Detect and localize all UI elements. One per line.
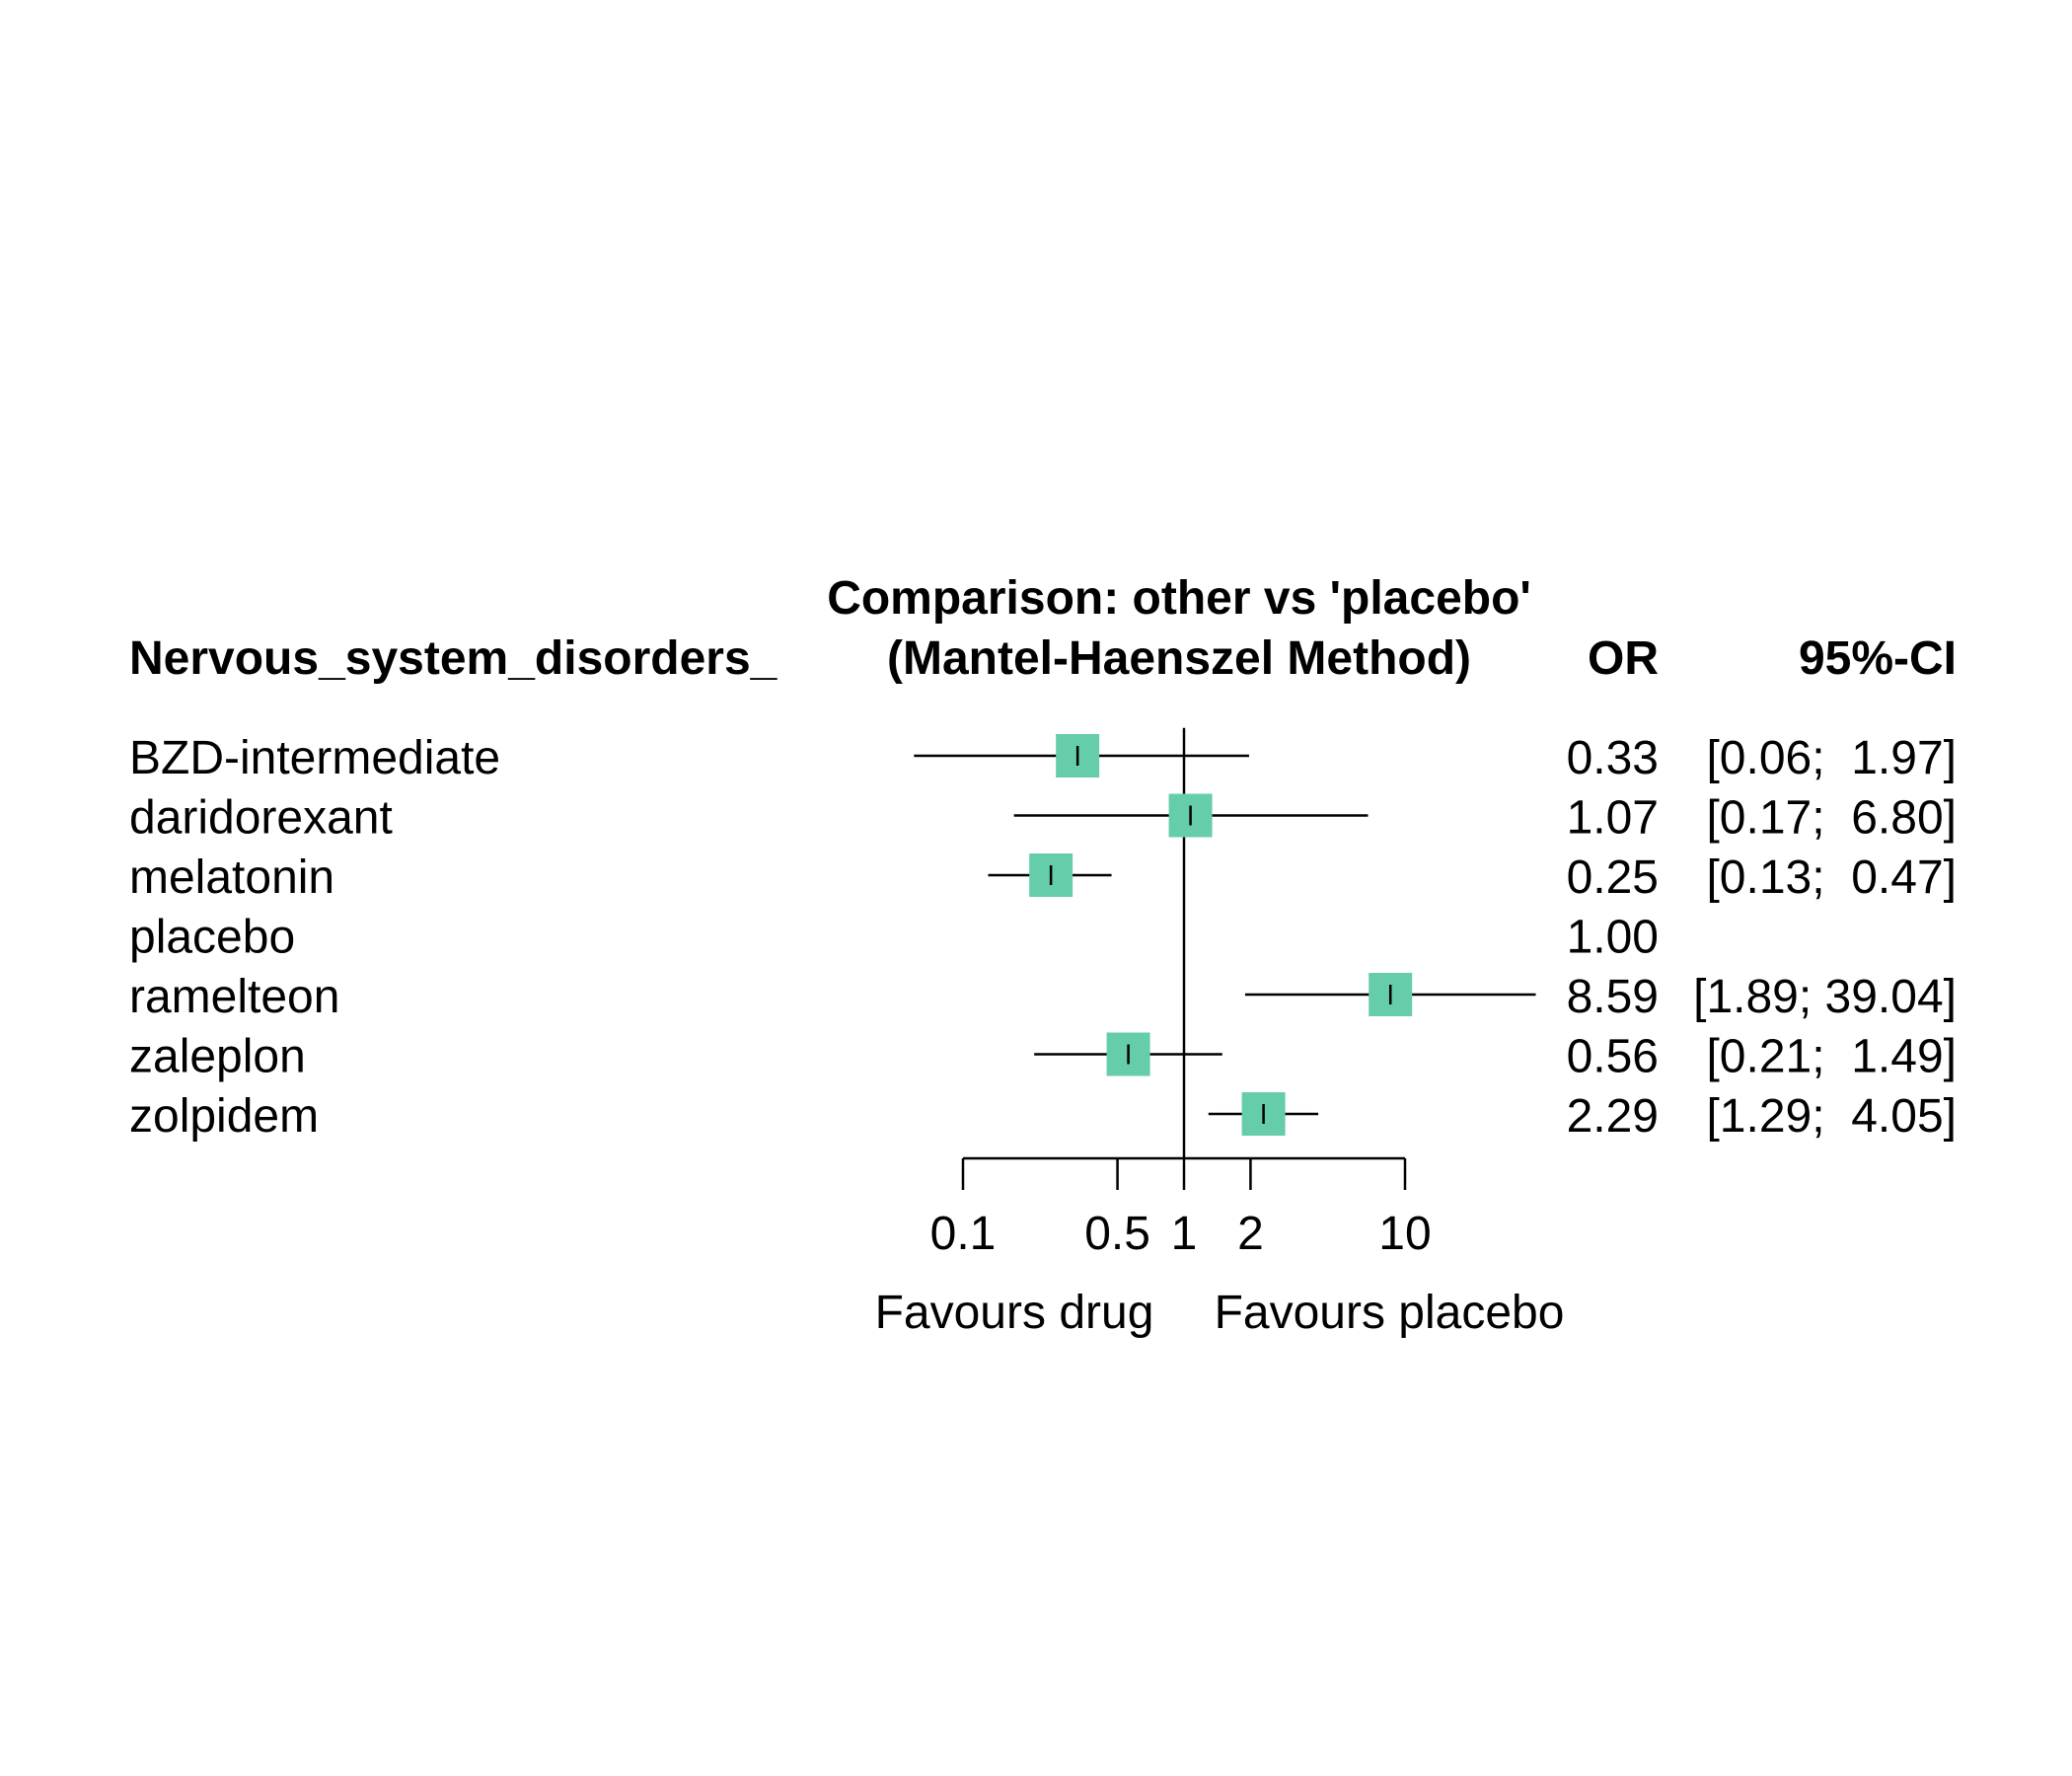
- x-tick-label: 1: [1171, 1208, 1198, 1260]
- row-label: ramelteon: [129, 971, 339, 1023]
- row-label: BZD-intermediate: [129, 732, 500, 784]
- row-ci-value: [1.29; 4.05]: [1706, 1090, 1957, 1143]
- row-or-value: 0.33: [1567, 732, 1659, 784]
- row-ci-value: [0.21; 1.49]: [1706, 1031, 1957, 1083]
- or-column-header: OR: [1588, 632, 1659, 685]
- row-ci-value: [0.17; 6.80]: [1706, 792, 1957, 845]
- row-label: zaleplon: [129, 1031, 306, 1083]
- row-or-value: 8.59: [1567, 971, 1659, 1023]
- chart-title-line2: (Mantel-Haenszel Method): [887, 632, 1471, 685]
- row-ci-value: [0.13; 0.47]: [1706, 851, 1957, 904]
- row-or-value: 1.07: [1567, 792, 1659, 845]
- ci-column-header: 95%-CI: [1799, 632, 1957, 685]
- row-label: zolpidem: [129, 1090, 319, 1143]
- row-or-value: 1.00: [1567, 912, 1659, 964]
- favours-drug-label: Favours drug: [875, 1287, 1154, 1339]
- x-axis: 0.1 0.5 1 2 10: [930, 1156, 1432, 1260]
- plot-area: [914, 727, 1536, 1158]
- row-or-value: 2.29: [1567, 1090, 1659, 1143]
- x-tick-label: 0.1: [930, 1208, 997, 1260]
- row-label: placebo: [129, 912, 295, 964]
- x-tick-label: 2: [1237, 1208, 1264, 1260]
- row-or-value: 0.25: [1567, 851, 1659, 904]
- outcome-label: Nervous_system_disorders_: [129, 632, 778, 685]
- row-ci-value: [0.06; 1.97]: [1706, 732, 1957, 784]
- study-rows: BZD-intermediate 0.33 [0.06; 1.97] daridore…: [129, 732, 1957, 1143]
- row-or-value: 0.56: [1567, 1031, 1659, 1083]
- x-tick-label: 10: [1378, 1208, 1431, 1260]
- row-label: melatonin: [129, 851, 334, 904]
- chart-title-line1: Comparison: other vs 'placebo': [827, 572, 1531, 625]
- row-ci-value: [1.89; 39.04]: [1693, 971, 1957, 1023]
- x-tick-label: 0.5: [1084, 1208, 1150, 1260]
- favours-placebo-label: Favours placebo: [1215, 1287, 1565, 1339]
- row-label: daridorexant: [129, 792, 393, 845]
